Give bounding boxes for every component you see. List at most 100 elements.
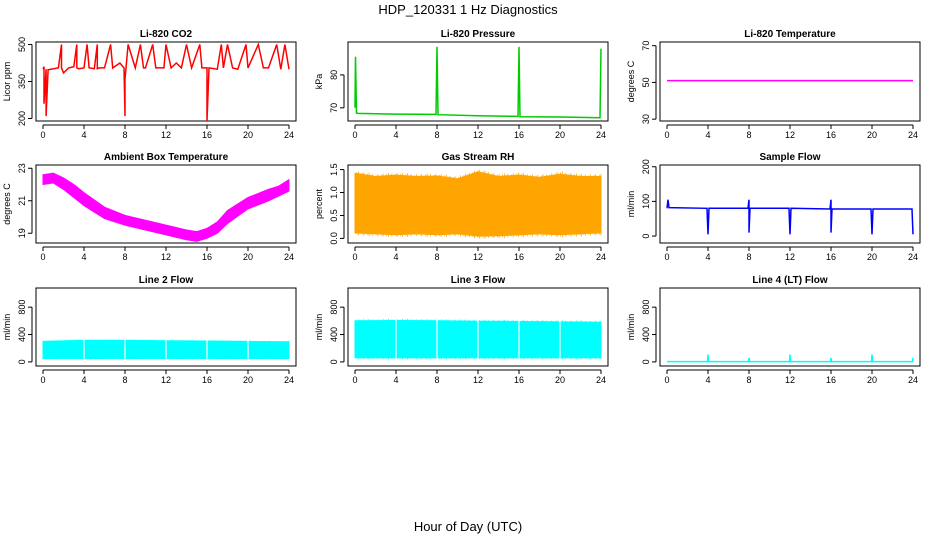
x-tick-label: 12: [161, 130, 171, 140]
x-tick-label: 12: [785, 130, 795, 140]
series-line-line-4-flow: [667, 354, 914, 363]
x-tick-label: 16: [202, 375, 212, 385]
x-tick-label: 0: [664, 130, 669, 140]
panel-1: Li-820 CO2 0 4 8 12 16 20 24 200 350 500 Licor ppm: [2, 29, 297, 140]
y-tick-label: 0: [641, 359, 651, 364]
x-axis: 0 4 8 12 16 20 24: [664, 246, 918, 262]
x-tick-label: 4: [81, 130, 86, 140]
x-tick-label: 8: [434, 130, 439, 140]
panel-title: Ambient Box Temperature: [104, 152, 229, 163]
x-tick-label: 4: [81, 252, 86, 262]
x-axis: 0 4 8 12 16 20 24: [352, 124, 606, 140]
x-tick-label: 4: [393, 252, 398, 262]
x-tick-label: 24: [284, 252, 294, 262]
x-tick-label: 8: [434, 375, 439, 385]
x-axis: 0 4 8 12 16 20 24: [40, 124, 294, 140]
y-tick-label: 0: [17, 359, 27, 364]
y-axis-label: degrees C: [626, 60, 636, 102]
y-tick-label: 200: [641, 159, 651, 174]
x-tick-label: 16: [826, 130, 836, 140]
x-tick-label: 8: [122, 252, 127, 262]
x-axis: 0 4 8 12 16 20 24: [664, 369, 918, 385]
y-tick-label: 400: [641, 327, 651, 342]
plot-frame: [35, 164, 297, 244]
figure-x-axis-label: Hour of Day (UTC): [414, 519, 522, 534]
panel-title: Sample Flow: [759, 152, 820, 163]
series-jitter: [354, 169, 602, 239]
y-axis-label: percent: [314, 188, 324, 219]
panel-6: Sample Flow 0 4 8 12 16 20 24 0 100 200 ml/min: [626, 152, 921, 262]
x-axis: 0 4 8 12 16 20 24: [40, 246, 294, 262]
x-axis: 0 4 8 12 16 20 24: [352, 369, 606, 385]
panel-9: Line 4 (LT) Flow 0 4 8 12 16 20 24 0 400 800 ml/min: [626, 275, 921, 385]
panel-title: Gas Stream RH: [442, 152, 515, 163]
x-tick-label: 12: [785, 252, 795, 262]
series-line-pressure: [354, 46, 602, 119]
x-tick-label: 0: [664, 375, 669, 385]
x-tick-label: 20: [867, 375, 877, 385]
x-tick-label: 4: [705, 375, 710, 385]
x-tick-label: 0: [352, 252, 357, 262]
y-tick-label: 1.0: [329, 186, 339, 199]
y-tick-label: 800: [17, 300, 27, 315]
plot-frame: [347, 287, 609, 367]
y-axis: 19 21 23 degrees C: [2, 163, 33, 238]
y-tick-label: 500: [17, 37, 27, 52]
plot-data: [667, 354, 914, 363]
x-tick-label: 16: [826, 375, 836, 385]
x-tick-label: 24: [284, 375, 294, 385]
y-tick-label: 0.5: [329, 209, 339, 222]
x-tick-label: 16: [202, 130, 212, 140]
plot-frame: [659, 41, 921, 122]
y-tick-label: 350: [17, 74, 27, 89]
y-tick-label: 800: [329, 300, 339, 315]
x-tick-label: 20: [867, 130, 877, 140]
panel-4: Ambient Box Temperature 0 4 8 12 16 20 24 19 21 23…: [2, 152, 297, 262]
y-axis-label: ml/min: [626, 314, 636, 341]
x-tick-label: 20: [243, 375, 253, 385]
panel-title: Line 2 Flow: [139, 275, 194, 286]
y-tick-label: 80: [329, 70, 339, 80]
x-tick-label: 24: [908, 375, 918, 385]
series-jitter: [354, 318, 602, 360]
x-tick-label: 20: [555, 130, 565, 140]
plot-data: [354, 318, 602, 360]
plot-frame: [347, 164, 609, 244]
x-tick-label: 20: [555, 375, 565, 385]
x-tick-label: 0: [40, 375, 45, 385]
plot-frame: [35, 41, 297, 122]
series-jitter: [42, 172, 290, 242]
x-tick-label: 0: [40, 252, 45, 262]
y-tick-label: 50: [641, 77, 651, 87]
y-tick-label: 800: [641, 300, 651, 315]
x-tick-label: 4: [705, 130, 710, 140]
y-axis-label: ml/min: [2, 314, 12, 341]
y-tick-label: 400: [329, 327, 339, 342]
y-tick-label: 1.5: [329, 163, 339, 176]
plot-frame: [659, 164, 921, 244]
y-tick-label: 70: [641, 41, 651, 51]
y-tick-label: 30: [641, 114, 651, 124]
x-tick-label: 0: [352, 375, 357, 385]
x-tick-label: 8: [746, 375, 751, 385]
x-tick-label: 24: [284, 130, 294, 140]
panel-title: Line 3 Flow: [451, 275, 506, 286]
x-tick-label: 20: [243, 130, 253, 140]
y-tick-label: 100: [641, 194, 651, 209]
series-line-co2: [42, 42, 290, 121]
x-axis: 0 4 8 12 16 20 24: [664, 124, 918, 140]
panel-3: Li-820 Temperature 0 4 8 12 16 20 24 30 50 70 degre…: [626, 29, 921, 140]
x-tick-label: 8: [122, 375, 127, 385]
x-tick-label: 16: [202, 252, 212, 262]
x-tick-label: 16: [514, 252, 524, 262]
plot-data: [666, 199, 914, 235]
plot-frame: [347, 41, 609, 122]
figure-title: HDP_120331 1 Hz Diagnostics: [378, 2, 558, 17]
x-tick-label: 0: [352, 130, 357, 140]
panel-title: Li-820 Pressure: [441, 29, 516, 40]
y-tick-label: 70: [329, 103, 339, 113]
y-tick-label: 400: [17, 327, 27, 342]
plot-data: [354, 169, 602, 239]
y-tick-label: 200: [17, 111, 27, 126]
